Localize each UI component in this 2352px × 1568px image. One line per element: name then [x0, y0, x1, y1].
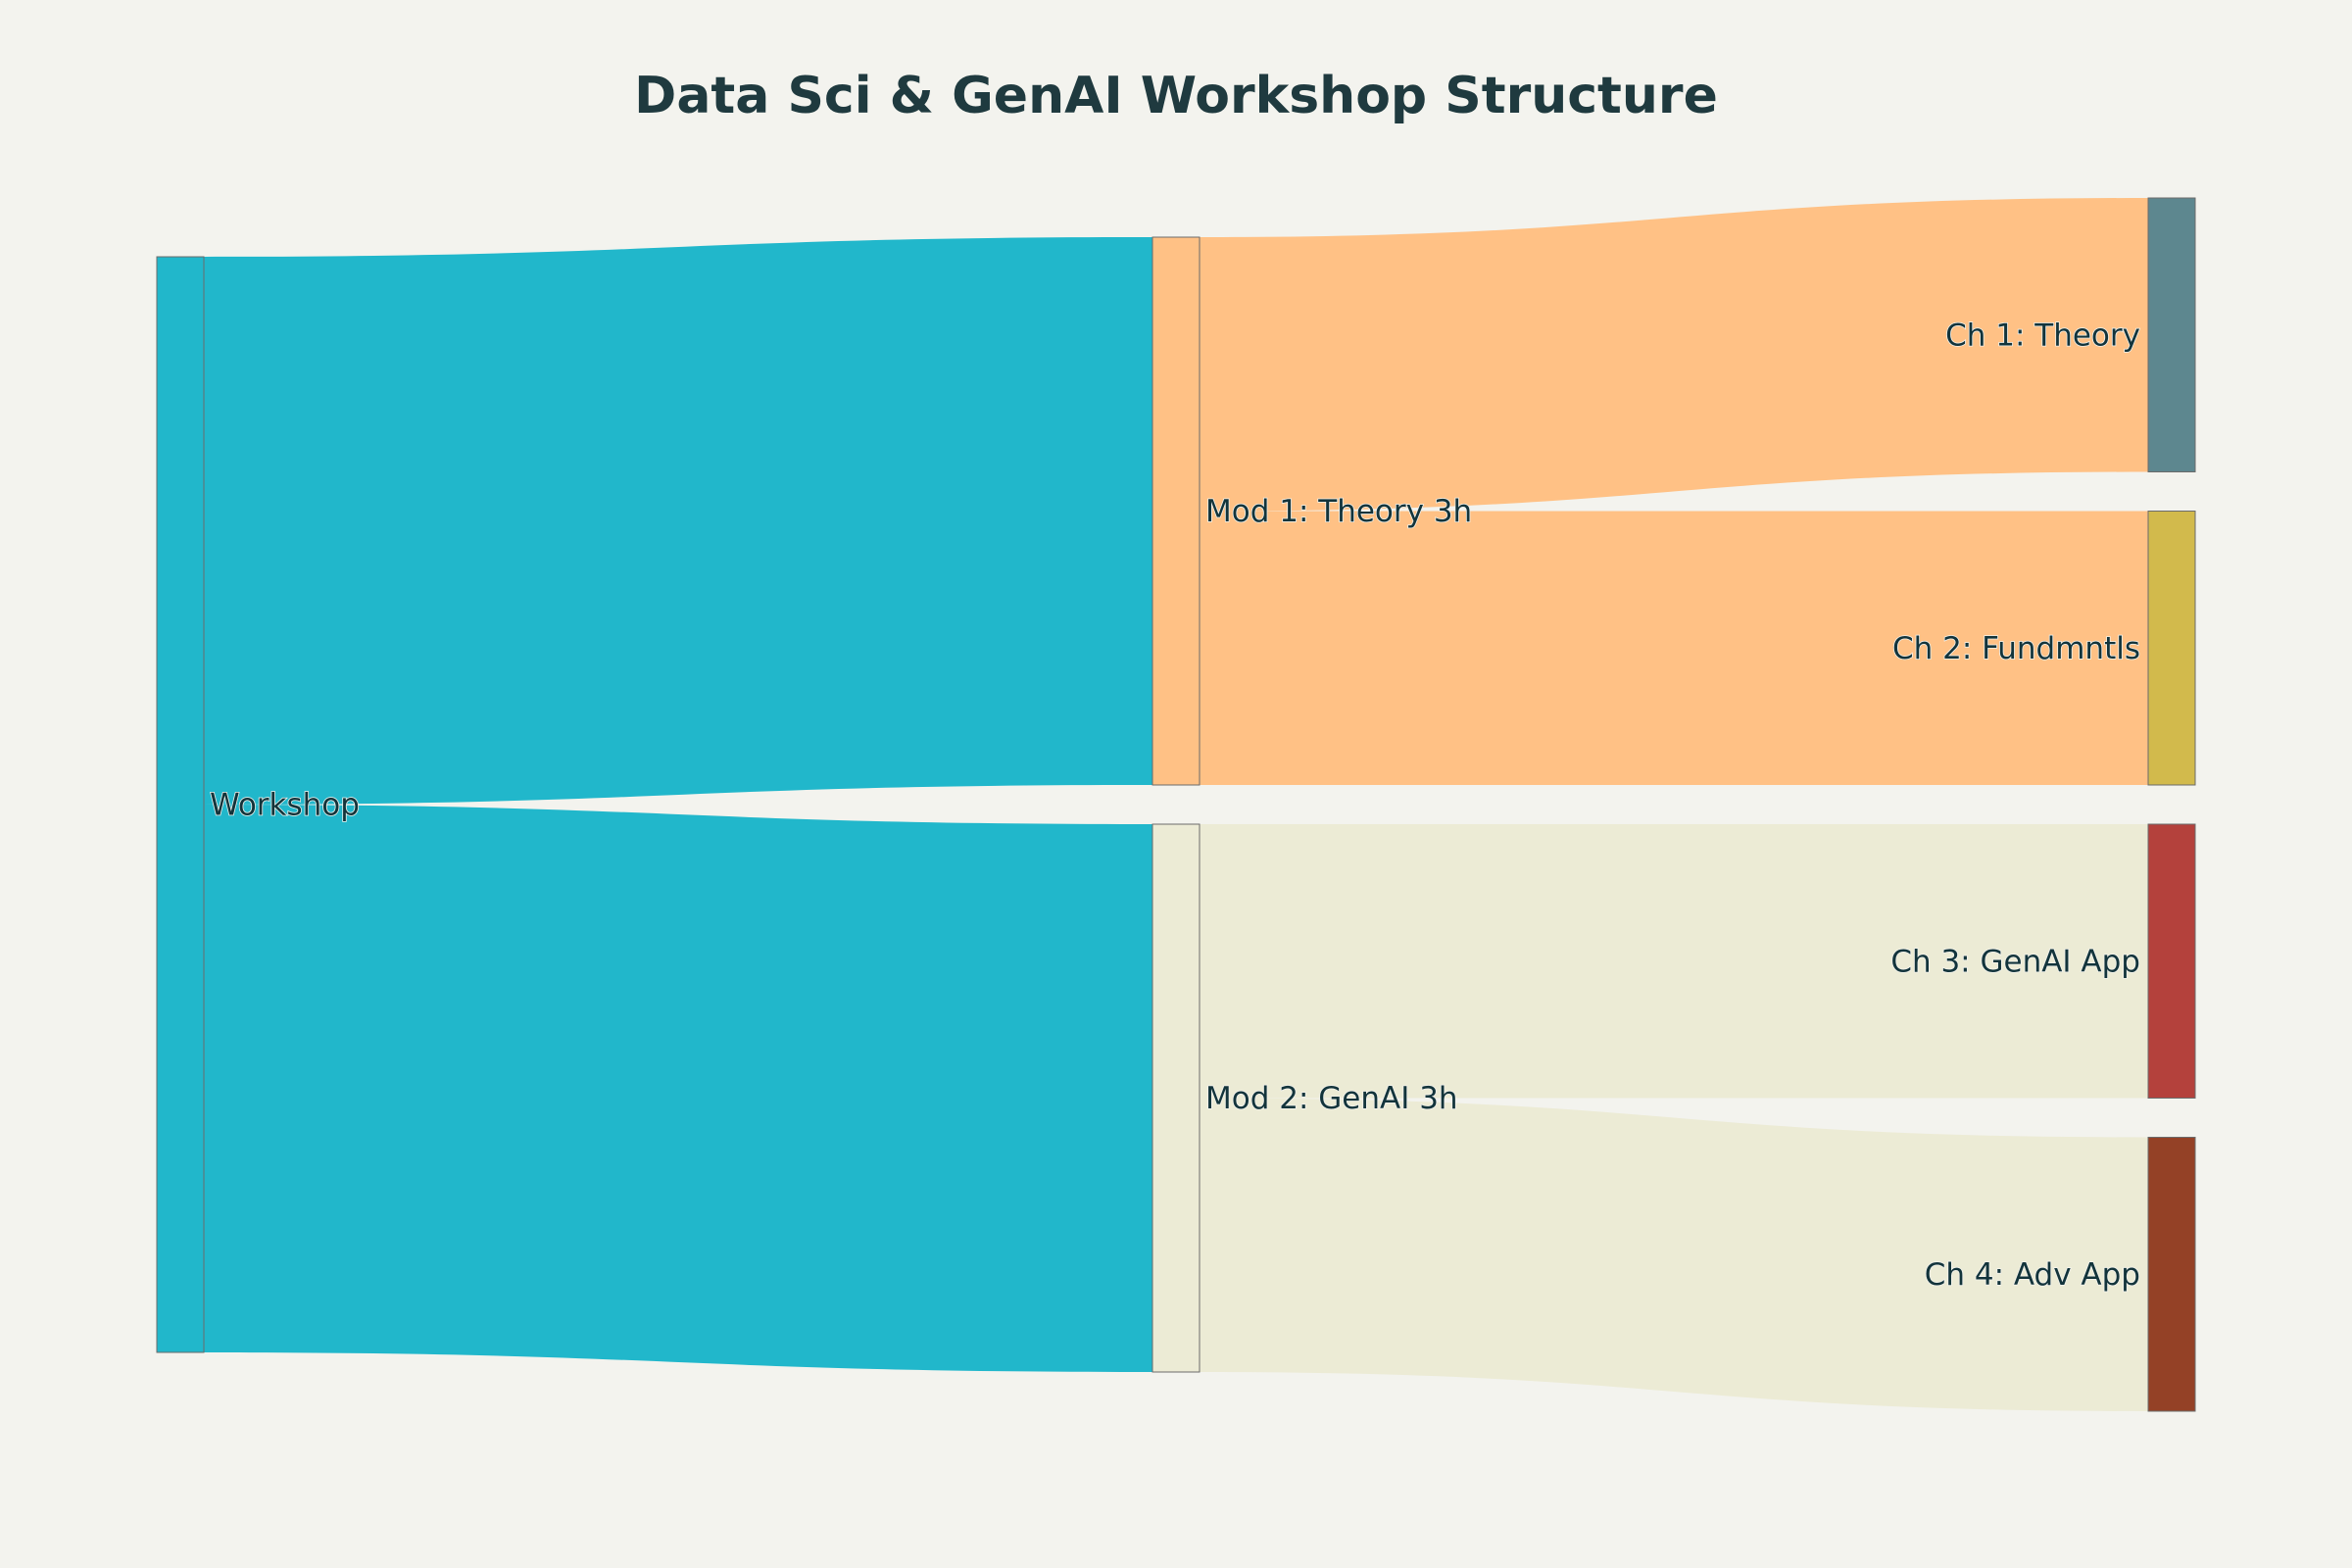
node-label-ch2: Ch 2: Fundmntls: [1892, 631, 2140, 666]
node-mod1: [1152, 236, 1200, 786]
node-ch4: [2147, 1137, 2196, 1412]
link-mod2-to-ch4: [1200, 1098, 2148, 1411]
link-mod2-to-ch3: [1200, 824, 2148, 1099]
chart-title: Data Sci & GenAI Workshop Structure: [634, 67, 1718, 125]
node-label-ch4: Ch 4: Adv App: [1925, 1257, 2140, 1293]
nodes-layer: [156, 197, 2196, 1412]
link-mod1-to-ch1: [1200, 198, 2148, 512]
node-workshop: [156, 256, 205, 1353]
node-label-ch3: Ch 3: GenAI App: [1890, 944, 2140, 979]
node-ch3: [2147, 823, 2196, 1099]
links-layer: [204, 198, 2148, 1411]
node-label-ch1: Ch 1: Theory: [1945, 318, 2140, 353]
link-workshop-to-mod1: [204, 237, 1152, 805]
link-workshop-to-mod2: [204, 805, 1152, 1372]
node-ch1: [2147, 197, 2196, 472]
node-mod2: [1152, 823, 1200, 1373]
labels-layer: Workshop Mod 1: Theory 3h Mod 2: GenAI 3h C…: [209, 318, 2141, 1294]
node-label-mod1: Mod 1: Theory 3h: [1205, 494, 1472, 529]
node-label-mod2: Mod 2: GenAI 3h: [1205, 1081, 1458, 1116]
node-label-workshop: Workshop: [210, 788, 360, 823]
node-ch2: [2147, 511, 2196, 786]
link-mod1-to-ch2: [1200, 511, 2148, 785]
